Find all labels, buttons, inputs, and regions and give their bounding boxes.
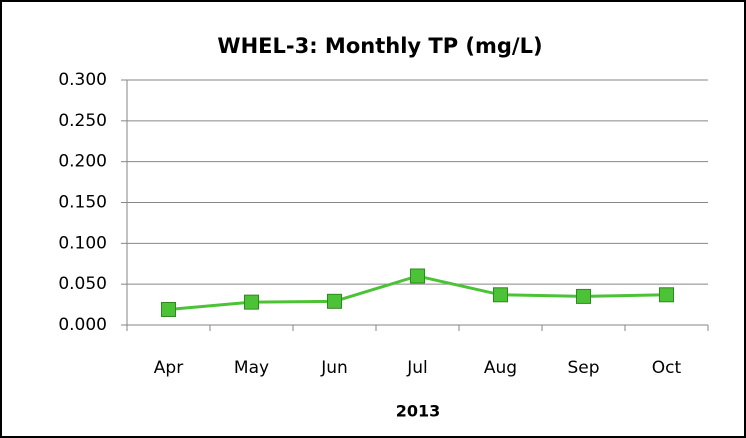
data-marker bbox=[493, 287, 508, 303]
data-marker bbox=[244, 294, 259, 310]
x-tick-label: May bbox=[234, 358, 269, 378]
y-tick-label: 0.250 bbox=[58, 111, 107, 131]
data-marker bbox=[576, 288, 591, 304]
data-marker bbox=[161, 301, 176, 317]
x-tick-label: Oct bbox=[652, 358, 682, 378]
y-tick-label: 0.050 bbox=[58, 274, 107, 294]
y-tick-label: 0.300 bbox=[58, 70, 107, 90]
x-tick-label: Aug bbox=[484, 358, 517, 378]
x-axis-label: 2013 bbox=[396, 402, 441, 421]
y-tick-label: 0.000 bbox=[58, 315, 107, 335]
y-tick-label: 0.150 bbox=[58, 193, 107, 213]
chart-title: WHEL-3: Monthly TP (mg/L) bbox=[217, 34, 542, 58]
data-marker bbox=[327, 293, 342, 309]
x-tick-label: Sep bbox=[567, 358, 599, 378]
y-tick-label: 0.100 bbox=[58, 233, 107, 253]
x-tick-label: Jun bbox=[320, 358, 348, 378]
x-tick-label: Jul bbox=[406, 358, 428, 378]
x-tick-label: Apr bbox=[154, 358, 183, 378]
data-marker bbox=[410, 268, 425, 284]
data-marker bbox=[659, 287, 674, 303]
y-tick-label: 0.200 bbox=[58, 152, 107, 172]
